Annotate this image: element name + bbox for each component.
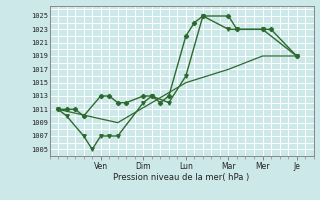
X-axis label: Pression niveau de la mer( hPa ): Pression niveau de la mer( hPa ) bbox=[114, 173, 250, 182]
